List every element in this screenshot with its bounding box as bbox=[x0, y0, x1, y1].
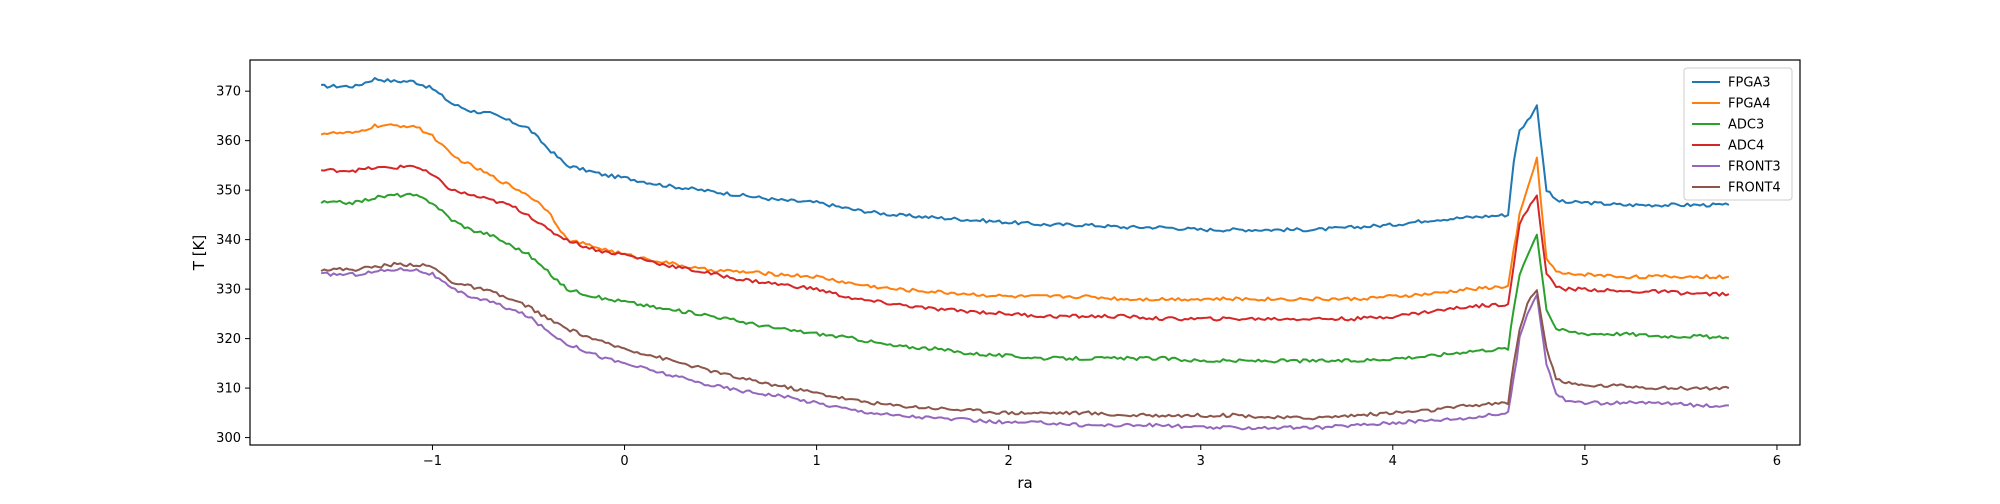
x-axis-label: ra bbox=[1017, 474, 1032, 492]
x-tick-label: 3 bbox=[1197, 454, 1205, 469]
series-line-front3 bbox=[320, 267, 1729, 431]
x-tick-label: −1 bbox=[423, 454, 442, 469]
legend-label-fpga4: FPGA4 bbox=[1728, 97, 1771, 112]
series-line-fpga3 bbox=[321, 77, 1730, 233]
y-tick-label: 340 bbox=[216, 233, 241, 248]
x-tick-label: 6 bbox=[1773, 454, 1781, 469]
x-tick-label: 2 bbox=[1005, 454, 1013, 469]
series-line-front4 bbox=[320, 261, 1730, 421]
series-layer bbox=[320, 77, 1730, 431]
legend-label-fpga3: FPGA3 bbox=[1728, 76, 1771, 91]
series-line-adc4 bbox=[320, 164, 1730, 322]
x-tick-label: 1 bbox=[812, 454, 820, 469]
x-tick-label: 5 bbox=[1581, 454, 1589, 469]
y-tick-label: 310 bbox=[216, 382, 241, 397]
series-line-fpga4 bbox=[320, 123, 1730, 302]
y-tick-label: 330 bbox=[216, 283, 241, 298]
legend-label-adc3: ADC3 bbox=[1728, 118, 1764, 133]
y-tick-label: 360 bbox=[216, 134, 241, 149]
x-axis-ticks: −1 0 1 2 3 4 5 6 bbox=[423, 445, 1781, 469]
series-line-adc3 bbox=[320, 192, 1730, 364]
y-tick-label: 350 bbox=[216, 184, 241, 199]
y-tick-label: 320 bbox=[216, 332, 241, 347]
plot-area-frame bbox=[249, 59, 1801, 446]
legend-label-front4: FRONT4 bbox=[1728, 181, 1781, 196]
legend: FPGA3 FPGA4 ADC3 ADC4 FRONT3 FRONT4 bbox=[1683, 67, 1793, 201]
legend-label-adc4: ADC4 bbox=[1728, 139, 1764, 154]
x-tick-label: 4 bbox=[1389, 454, 1397, 469]
y-axis-label: T [K] bbox=[190, 235, 208, 271]
x-tick-label: 0 bbox=[620, 454, 628, 469]
y-axis-ticks: 300 310 320 330 340 350 360 370 bbox=[216, 85, 250, 446]
legend-label-front3: FRONT3 bbox=[1728, 160, 1781, 175]
y-tick-label: 370 bbox=[216, 85, 241, 100]
y-tick-label: 300 bbox=[216, 431, 241, 446]
